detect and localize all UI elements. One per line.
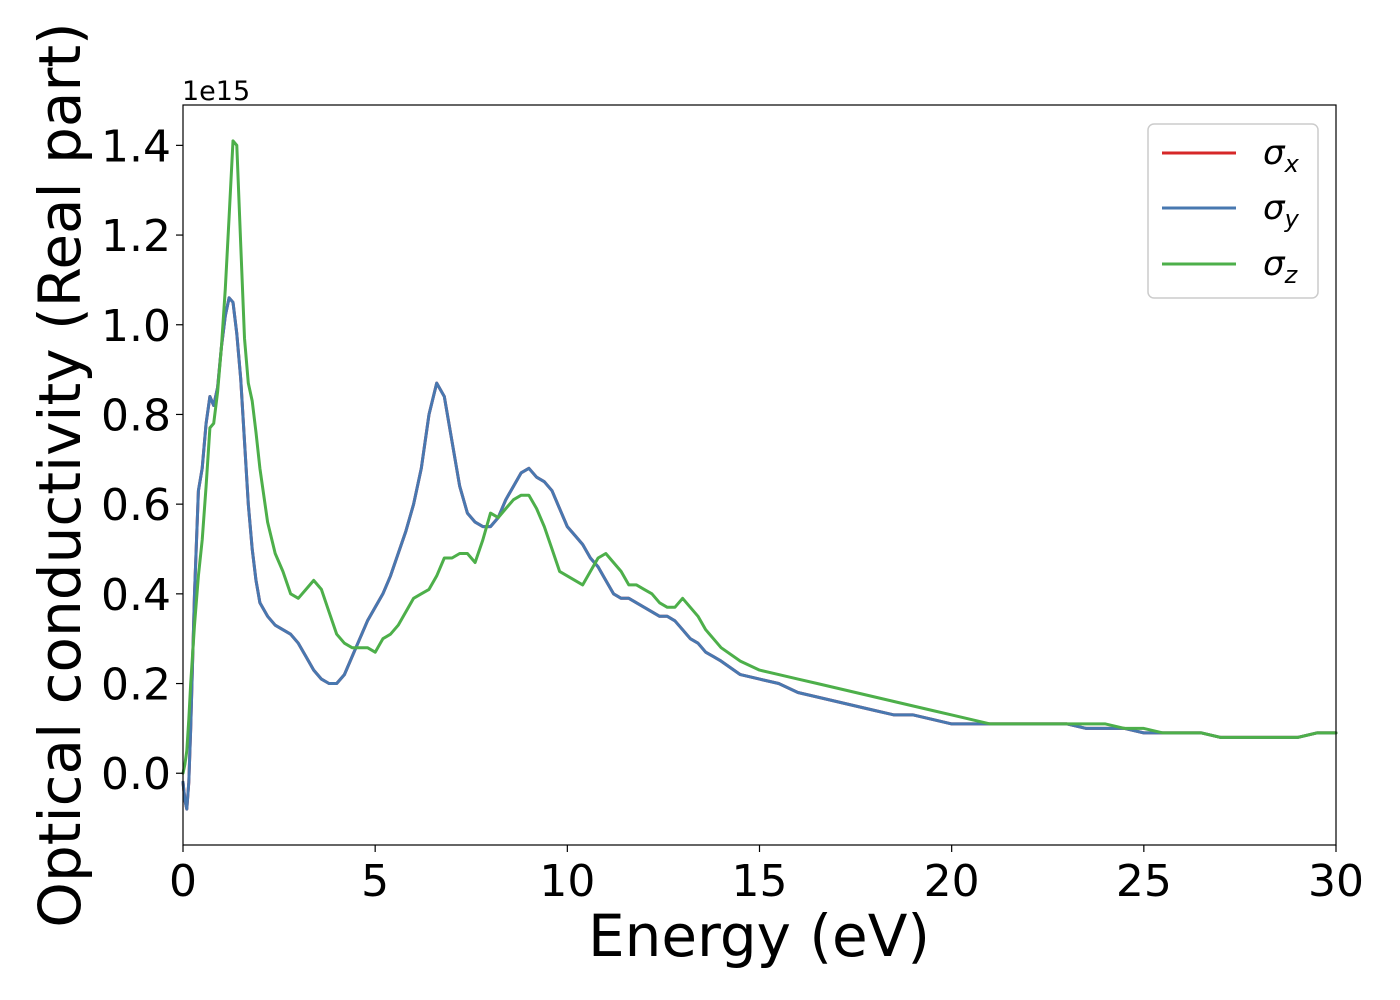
y-axis: 0.0 0.2 0.4 0.6 0.8 1.0 1.2 1.4 bbox=[101, 121, 183, 800]
y-tick-label: 1.4 bbox=[101, 121, 171, 172]
y-tick-label: 0.4 bbox=[101, 570, 171, 621]
x-tick-label: 10 bbox=[539, 856, 595, 907]
y-tick-label: 0.2 bbox=[101, 660, 171, 711]
x-axis-label: Energy (eV) bbox=[588, 902, 930, 970]
y-tick-label: 0.8 bbox=[101, 390, 171, 441]
legend-box bbox=[1147, 123, 1319, 299]
series-layer bbox=[181, 139, 1338, 811]
x-tick-label: 25 bbox=[1116, 856, 1172, 907]
legend-subscript: x bbox=[1284, 150, 1300, 178]
x-tick-label: 5 bbox=[361, 856, 389, 907]
y-tick-label: 0.0 bbox=[101, 749, 171, 800]
x-tick-label: 0 bbox=[169, 856, 197, 907]
y-tick-label: 1.2 bbox=[101, 211, 171, 262]
y-offset-label: 1e15 bbox=[182, 76, 250, 107]
x-tick-label: 30 bbox=[1308, 856, 1364, 907]
x-tick-label: 20 bbox=[924, 856, 980, 907]
legend-subscript: z bbox=[1284, 261, 1299, 289]
y-tick-label: 0.6 bbox=[101, 480, 171, 531]
y-axis-label: Optical conductivity (Real part) bbox=[26, 22, 94, 927]
x-tick-label: 15 bbox=[732, 856, 788, 907]
series-line-y bbox=[181, 296, 1338, 811]
y-tick-label: 1.0 bbox=[101, 301, 171, 352]
legend-subscript: y bbox=[1284, 205, 1300, 233]
x-axis: 0 5 10 15 20 25 30 bbox=[169, 845, 1364, 907]
series-line-z bbox=[181, 139, 1338, 775]
